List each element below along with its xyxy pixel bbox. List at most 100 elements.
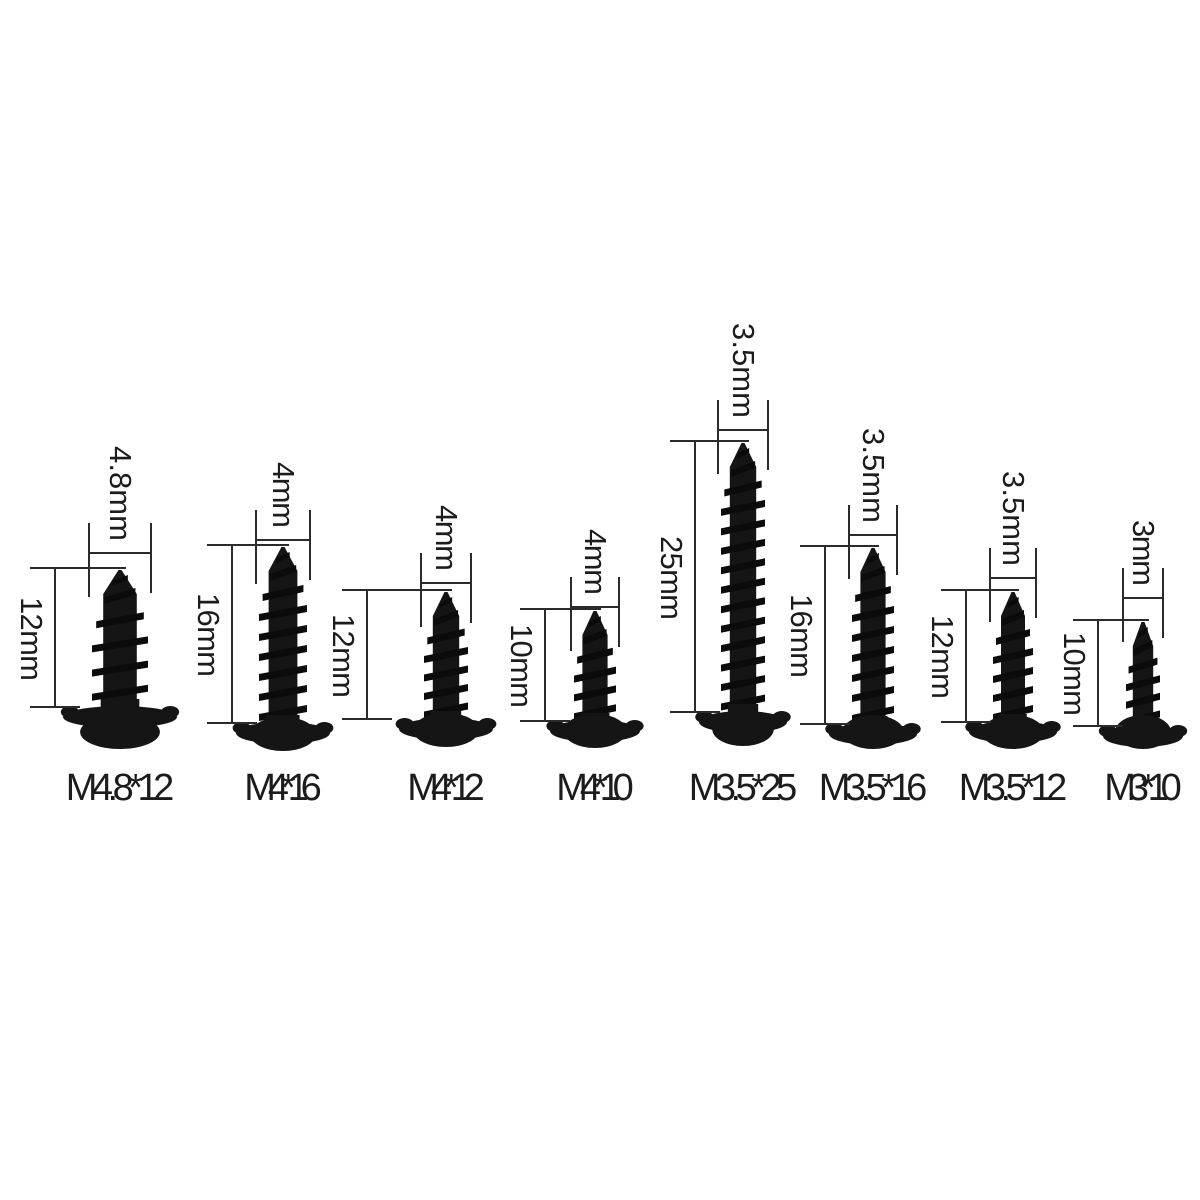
length-label: 10mm bbox=[1057, 632, 1092, 716]
screw-size-name: M3.5*12 bbox=[959, 767, 1068, 809]
screw-thread bbox=[721, 597, 765, 614]
screw-thread bbox=[104, 588, 136, 604]
screw-column-M3.5*16: 3.5mm 16mm M3.5*16 bbox=[784, 428, 927, 809]
screw-thread bbox=[112, 575, 128, 586]
screw-thread bbox=[269, 565, 297, 581]
screw-size-name: M4*16 bbox=[244, 767, 322, 809]
screw-column-M4*16: 4mm 16mm M4*16 bbox=[191, 462, 334, 809]
screw-size-name: M4*12 bbox=[407, 767, 485, 809]
screw-thread bbox=[92, 636, 148, 653]
diameter-label: 4mm bbox=[266, 462, 301, 528]
screw-thread bbox=[1128, 657, 1158, 674]
screw-thread bbox=[259, 625, 307, 641]
length-label: 12mm bbox=[14, 597, 49, 681]
screw-thread bbox=[1126, 675, 1160, 692]
screw-thread bbox=[852, 686, 894, 702]
screw-thread bbox=[574, 685, 616, 702]
screw-thread bbox=[730, 461, 756, 477]
screw-thread bbox=[276, 552, 290, 563]
screw-thread bbox=[424, 665, 468, 682]
screw-head-dome bbox=[250, 717, 316, 751]
screw-size-name: M4.8*12 bbox=[66, 767, 175, 809]
screw-thread bbox=[852, 646, 894, 662]
screw-thread bbox=[721, 519, 765, 536]
screw-thread bbox=[1133, 640, 1153, 656]
screw-thread bbox=[439, 597, 453, 608]
screw-head-dome bbox=[80, 715, 160, 749]
screw-thread bbox=[259, 645, 307, 661]
screw-column-M3.5*25: 3.5mm 25mm M3.5*25 bbox=[654, 323, 797, 809]
screw-thread bbox=[855, 586, 891, 602]
screw-thread bbox=[424, 647, 468, 663]
screw-head-dome bbox=[563, 714, 627, 748]
screw-thread bbox=[574, 666, 616, 683]
screw-thread bbox=[589, 616, 601, 627]
screw-thread bbox=[993, 667, 1033, 683]
diameter-label: 4mm bbox=[429, 505, 464, 571]
screw-thread bbox=[861, 566, 885, 582]
screw-thread bbox=[852, 606, 894, 622]
screw-thread bbox=[259, 665, 307, 681]
screw-thread bbox=[721, 636, 765, 653]
diameter-label: 4mm bbox=[578, 529, 613, 595]
screw-illustration bbox=[965, 592, 1061, 749]
screw-thread bbox=[1002, 610, 1024, 626]
screw-thread bbox=[259, 685, 307, 701]
screw-thread bbox=[721, 538, 765, 555]
screw-thread bbox=[867, 553, 879, 564]
length-label: 25mm bbox=[654, 536, 689, 620]
diameter-label: 3.5mm bbox=[856, 428, 891, 523]
screw-thread bbox=[427, 628, 465, 645]
screw-column-M4*10: 4mm 10mm M4*10 bbox=[504, 529, 644, 809]
screw-thread bbox=[583, 629, 607, 645]
screw-column-M3.5*12: 3.5mm 12mm M3.5*12 bbox=[925, 471, 1067, 809]
screw-thread bbox=[259, 605, 307, 621]
screw-head-dome bbox=[712, 712, 774, 746]
screw-size-name: M3*10 bbox=[1104, 767, 1182, 809]
screw-illustration bbox=[60, 570, 180, 749]
screw-thread bbox=[92, 660, 148, 677]
screw-thread bbox=[577, 647, 613, 664]
screw-column-M4*12: 4mm 12mm M4*12 bbox=[326, 505, 497, 809]
diameter-label: 3.5mm bbox=[726, 323, 761, 418]
screw-column-M4.8*12: 4.8mm 12mm M4.8*12 bbox=[14, 446, 180, 809]
screw-thread bbox=[1126, 692, 1160, 709]
screw-thread bbox=[721, 558, 765, 575]
screw-size-name: M4*10 bbox=[556, 767, 634, 809]
screw-illustration bbox=[232, 547, 334, 751]
screw-illustration bbox=[825, 548, 921, 749]
screw-illustration bbox=[1098, 622, 1188, 749]
screw-illustration bbox=[546, 611, 644, 748]
screw-thread bbox=[852, 666, 894, 682]
diameter-label: 4.8mm bbox=[103, 446, 138, 541]
length-label: 16mm bbox=[784, 594, 819, 678]
screw-illustration bbox=[395, 592, 497, 747]
length-label: 16mm bbox=[191, 593, 226, 677]
screw-head-dome bbox=[1115, 715, 1171, 749]
diameter-label: 3mm bbox=[1126, 520, 1161, 586]
screw-thread bbox=[993, 686, 1033, 702]
screw-thread bbox=[721, 616, 765, 633]
screw-thread bbox=[736, 448, 750, 459]
screw-thread bbox=[996, 629, 1030, 645]
screw-thread bbox=[92, 684, 148, 701]
screw-head-dome bbox=[413, 713, 479, 747]
screw-thread bbox=[993, 648, 1033, 664]
screw-thread bbox=[1138, 627, 1148, 638]
screw-thread bbox=[433, 610, 459, 626]
screw-thread bbox=[721, 675, 765, 692]
screw-head-dome bbox=[842, 715, 904, 749]
screw-thread bbox=[852, 626, 894, 642]
screw-head-dome bbox=[982, 715, 1044, 749]
diameter-label: 3.5mm bbox=[996, 471, 1031, 566]
length-label: 12mm bbox=[326, 614, 361, 698]
screw-column-M3*10: 3mm 10mm M3*10 bbox=[1057, 520, 1188, 809]
screw-thread bbox=[262, 585, 304, 601]
screw-illustration bbox=[695, 443, 791, 746]
screw-size-name: M3.5*16 bbox=[819, 767, 928, 809]
screw-thread bbox=[721, 577, 765, 594]
screw-thread bbox=[424, 684, 468, 700]
screw-thread bbox=[721, 655, 765, 672]
